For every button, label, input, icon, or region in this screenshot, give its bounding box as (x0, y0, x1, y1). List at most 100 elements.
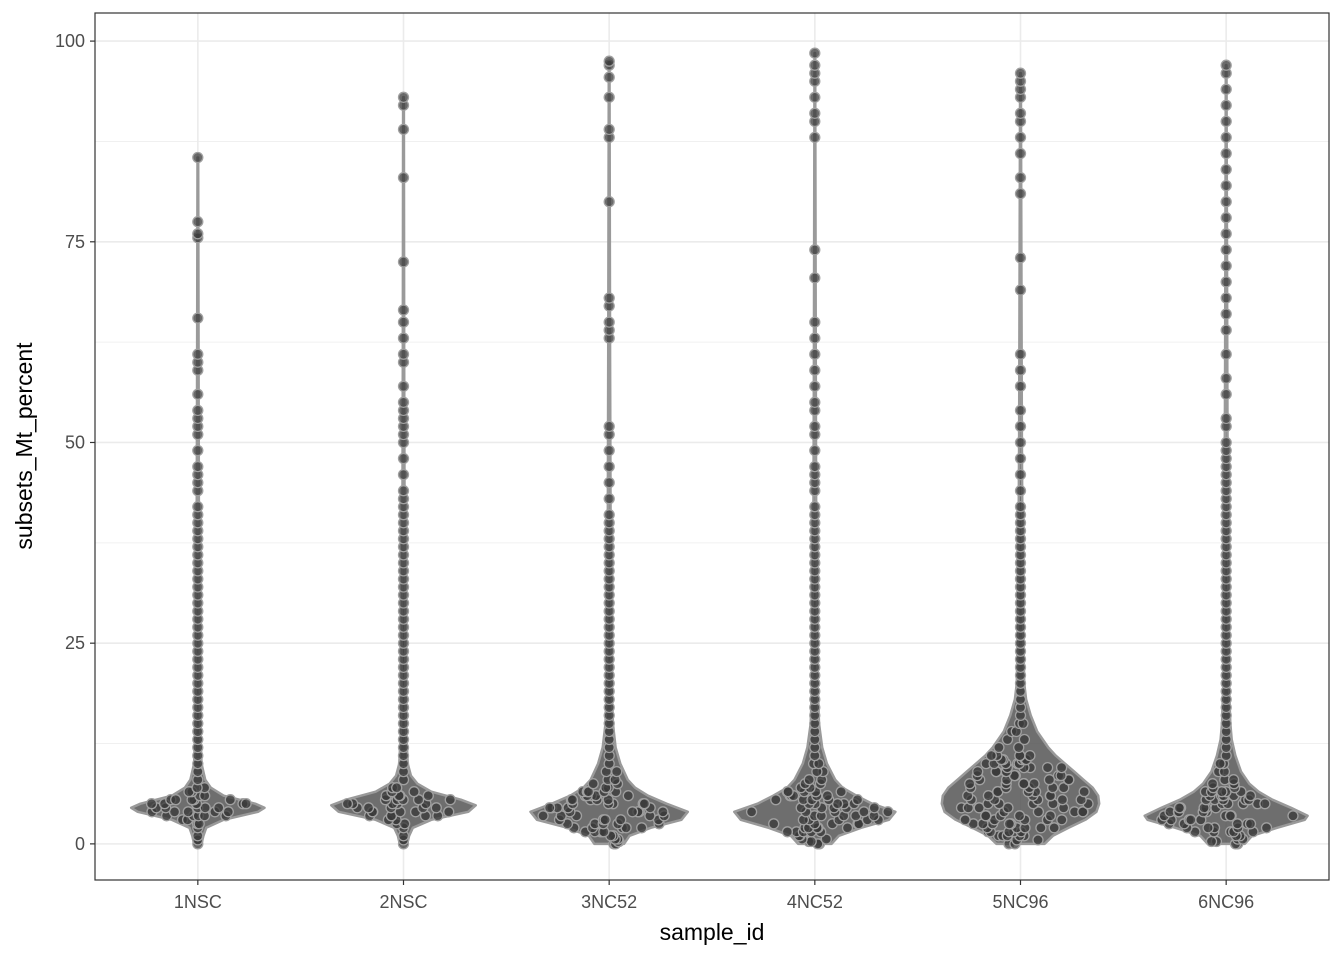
data-point (1220, 228, 1232, 240)
data-point (362, 802, 375, 814)
data-point (422, 790, 434, 802)
data-point (1014, 67, 1027, 79)
data-point (192, 151, 204, 164)
data-point (444, 794, 456, 806)
data-point (1014, 420, 1027, 433)
data-point (1220, 292, 1232, 304)
data-point (636, 822, 648, 834)
data-points (145, 47, 1299, 850)
data-point (1056, 814, 1068, 826)
data-point (170, 794, 182, 806)
data-point (192, 228, 204, 240)
data-point (809, 107, 821, 119)
data-point (566, 794, 579, 806)
data-point (1032, 834, 1044, 846)
data-point (397, 316, 410, 328)
data-point (809, 332, 821, 344)
data-point (1044, 810, 1057, 822)
data-point (1014, 404, 1027, 417)
data-point (397, 332, 410, 344)
data-point (192, 216, 204, 228)
data-point (803, 774, 815, 786)
data-point (1220, 412, 1232, 425)
y-tick-label: 100 (55, 31, 85, 51)
data-point (1014, 187, 1027, 200)
data-point (603, 460, 615, 473)
data-point (192, 444, 204, 457)
data-point (809, 272, 821, 284)
data-point (809, 380, 821, 392)
data-point (192, 348, 204, 360)
data-point (626, 806, 639, 818)
y-tick-label: 0 (75, 834, 85, 854)
data-point (599, 814, 611, 826)
data-point (1014, 107, 1027, 119)
data-point (397, 91, 410, 103)
y-tick-label: 25 (65, 633, 85, 653)
data-point (1014, 348, 1027, 360)
data-point (222, 806, 234, 818)
x-axis: 1NSC 2NSC 3NC52 4NC52 5NC96 6NC96 (174, 880, 1254, 912)
data-point (1173, 802, 1186, 814)
data-point (603, 420, 615, 433)
plot-border (94, 12, 1330, 881)
data-point (603, 292, 615, 304)
data-point (603, 509, 615, 521)
data-point (622, 790, 634, 802)
data-point (615, 814, 627, 826)
data-point (603, 91, 615, 103)
data-point (341, 798, 354, 810)
data-point (809, 444, 821, 457)
data-point (821, 790, 834, 802)
data-point (397, 123, 410, 136)
data-point (851, 794, 864, 806)
data-point (1220, 348, 1232, 360)
data-point (1214, 757, 1226, 770)
data-point (1185, 814, 1197, 826)
data-point (858, 806, 870, 818)
data-point (982, 790, 995, 802)
data-point (1014, 364, 1027, 376)
data-point (959, 814, 971, 826)
data-point (397, 256, 410, 268)
data-point (1014, 501, 1027, 513)
data-point (835, 786, 847, 798)
data-point (397, 468, 410, 481)
data-point (192, 501, 204, 513)
x-tick-label: 5NC96 (992, 892, 1048, 912)
data-point (544, 802, 556, 814)
data-point (1206, 778, 1219, 790)
data-point (1018, 778, 1030, 790)
data-point (993, 741, 1005, 754)
data-point (809, 244, 821, 256)
data-point (809, 348, 821, 360)
data-point (820, 833, 832, 845)
data-point (1205, 835, 1218, 848)
data-point (1202, 822, 1214, 834)
data-point (1018, 733, 1031, 746)
data-point (430, 802, 442, 814)
data-point (809, 420, 821, 433)
data-point (1078, 786, 1090, 798)
data-point (1220, 244, 1232, 256)
data-point (638, 798, 651, 810)
data-point (1244, 790, 1257, 802)
data-point (192, 312, 204, 324)
data-point (192, 388, 204, 400)
data-point (964, 778, 976, 790)
data-point (603, 493, 615, 505)
data-point (1220, 179, 1232, 192)
data-point (809, 501, 821, 513)
data-point (841, 822, 854, 834)
data-point (1244, 818, 1257, 830)
data-point (1056, 794, 1069, 806)
x-tick-label: 1NSC (174, 892, 222, 912)
data-point (1220, 436, 1232, 449)
data-point (1224, 810, 1237, 822)
data-point (657, 806, 669, 818)
data-point (1014, 468, 1027, 481)
data-point (1220, 59, 1232, 71)
data-point (192, 404, 204, 417)
data-point (603, 123, 615, 136)
x-axis-title: sample_id (660, 919, 765, 945)
